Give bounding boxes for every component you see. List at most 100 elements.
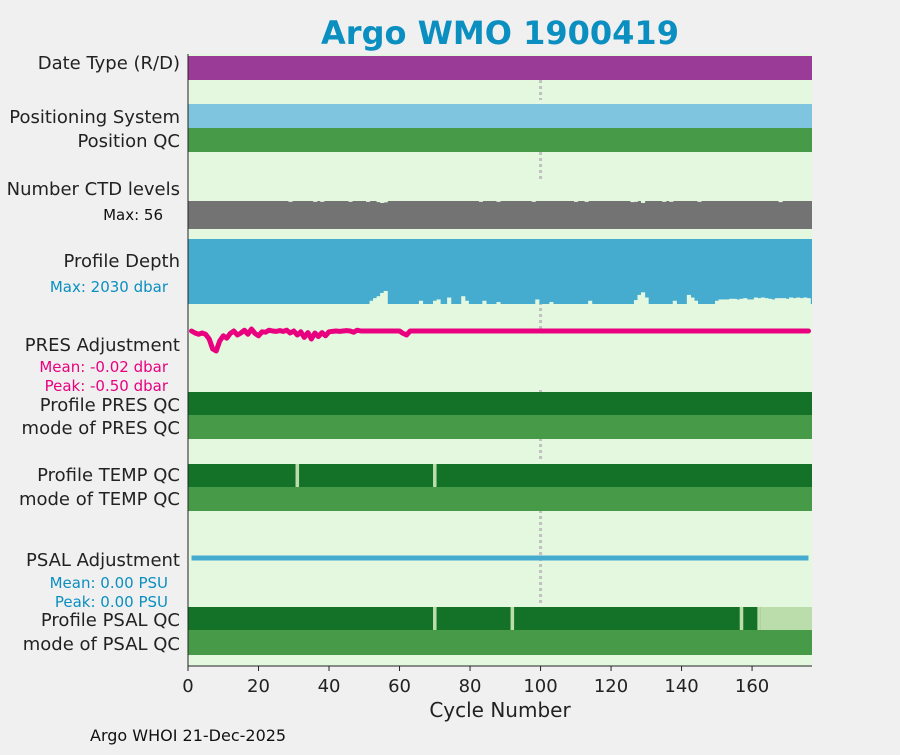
depth-cycle-128	[637, 294, 642, 304]
ctd-level-cycle-126	[630, 201, 635, 203]
depth-cycle-78	[461, 296, 466, 304]
depth-cycle-88	[496, 302, 501, 304]
ctd-level-cycle-145	[697, 201, 702, 202]
depth-max-label: Max: 2030 dbar	[50, 278, 169, 296]
psal-qc-gap-cycle-157	[739, 607, 744, 630]
psal-qc-gap-cycle-162	[757, 607, 761, 630]
depth-cycle-157	[739, 298, 744, 304]
ctd-level-cycle-88	[496, 201, 501, 202]
psal-qc-gap-cycle-92	[510, 607, 515, 630]
depth-cycle-159	[746, 299, 751, 304]
mode-temp-qc-bar	[188, 487, 812, 511]
label-profile-pres-qc: Profile PRES QC	[40, 395, 180, 416]
depth-cycle-152	[722, 299, 727, 304]
label-data-type: Date Type (R/D)	[38, 53, 180, 74]
depth-cycle-142	[686, 294, 691, 304]
ctd-level-cycle-46	[348, 201, 353, 202]
ctd-level-cycle-137	[669, 201, 674, 202]
depth-cycle-114	[588, 300, 593, 304]
depth-cycle-53	[373, 298, 378, 304]
ctd-level-cycle-56	[383, 201, 388, 203]
depth-cycle-169	[782, 298, 787, 304]
depth-cycle-74	[447, 297, 452, 304]
psal-mean-label: Mean: 0.00 PSU	[50, 574, 168, 592]
ctd-level-cycle-127	[633, 201, 639, 202]
label-pres-adjustment: PRES Adjustment	[25, 335, 180, 356]
depth-cycle-54	[376, 296, 381, 304]
depth-cycle-70	[433, 300, 438, 304]
x-tick-label-20: 20	[247, 676, 270, 697]
depth-cycle-158	[743, 298, 748, 304]
depth-cycle-170	[785, 298, 790, 304]
depth-cycle-161	[753, 297, 758, 304]
pres-peak-label: Peak: -0.50 dbar	[45, 377, 169, 395]
temp-qc-gap-cycle-70	[433, 464, 437, 487]
footer-credit: Argo WHOI 21-Dec-2025	[90, 726, 286, 745]
x-tick-label-60: 60	[388, 676, 411, 697]
position-qc-bar	[188, 128, 812, 152]
ctd-level-cycle-36	[313, 201, 318, 202]
depth-cycle-150	[715, 300, 720, 304]
depth-cycle-172	[792, 298, 797, 304]
chart-title: Argo WMO 1900419	[321, 14, 679, 52]
depth-cycle-153	[725, 299, 730, 304]
depth-cycle-173	[796, 297, 801, 304]
label-ctd-levels: Number CTD levels	[7, 179, 180, 200]
label-mode-psal-qc: mode of PSAL QC	[23, 634, 180, 655]
plot-area	[188, 54, 812, 666]
depth-cycle-155	[732, 298, 737, 304]
label-profile-temp-qc: Profile TEMP QC	[37, 465, 180, 486]
ctd-level-cycle-29	[288, 201, 293, 202]
temp-qc-gap-cycle-31	[295, 464, 300, 487]
ctd-max-label: Max: 56	[103, 206, 163, 224]
depth-cycle-168	[778, 298, 783, 304]
depth-cycle-160	[750, 299, 755, 304]
x-axis-label: Cycle Number	[429, 698, 571, 722]
ctd-levels-bar	[188, 201, 812, 229]
depth-cycle-171	[789, 297, 794, 304]
ctd-level-cycle-110	[574, 201, 579, 202]
depth-cycle-164	[764, 298, 769, 304]
x-tick-label-120: 120	[594, 676, 628, 697]
depth-cycle-166	[771, 299, 776, 304]
ctd-level-cycle-55	[380, 201, 385, 203]
depth-cycle-154	[729, 298, 734, 304]
depth-cycle-99	[535, 299, 540, 304]
label-position-qc: Position QC	[77, 131, 180, 152]
psal-qc-gap-tail	[760, 607, 812, 630]
depth-cycle-174	[799, 298, 804, 304]
mode-pres-qc-bar	[188, 415, 812, 439]
depth-cycle-79	[464, 300, 469, 304]
depth-cycle-144	[693, 300, 699, 304]
profile-pres-qc-bar	[188, 392, 812, 415]
psal-peak-label: Peak: 0.00 PSU	[55, 593, 168, 611]
depth-cycle-176	[806, 298, 811, 304]
ctd-level-cycle-135	[662, 201, 667, 202]
depth-cycle-103	[549, 302, 554, 304]
depth-cycle-84	[482, 300, 487, 304]
x-tick-label-80: 80	[459, 676, 482, 697]
depth-cycle-162	[757, 298, 762, 304]
ctd-level-cycle-113	[584, 201, 589, 202]
depth-cycle-56	[383, 291, 388, 304]
x-tick-label-100: 100	[523, 676, 557, 697]
depth-cycle-52	[369, 300, 374, 304]
label-positioning-system: Positioning System	[9, 107, 180, 128]
ctd-level-cycle-51	[366, 201, 371, 202]
depth-cycle-143	[690, 297, 695, 304]
profile-psal-qc-bar	[188, 607, 812, 630]
data-type-bar	[188, 56, 812, 80]
pres-adjustment-line	[189, 326, 811, 354]
x-tick-label-0: 0	[182, 676, 193, 697]
profile-depth-bar	[188, 239, 812, 304]
x-tick-label-40: 40	[318, 676, 341, 697]
depth-cycle-167	[774, 298, 780, 304]
label-profile-depth: Profile Depth	[63, 251, 180, 272]
ctd-level-cycle-129	[641, 201, 646, 203]
x-tick-label-160: 160	[735, 676, 769, 697]
depth-cycle-127	[633, 300, 639, 304]
depth-cycle-129	[641, 292, 646, 304]
psal-qc-gap-cycle-70	[433, 607, 437, 630]
depth-cycle-55	[380, 292, 385, 304]
